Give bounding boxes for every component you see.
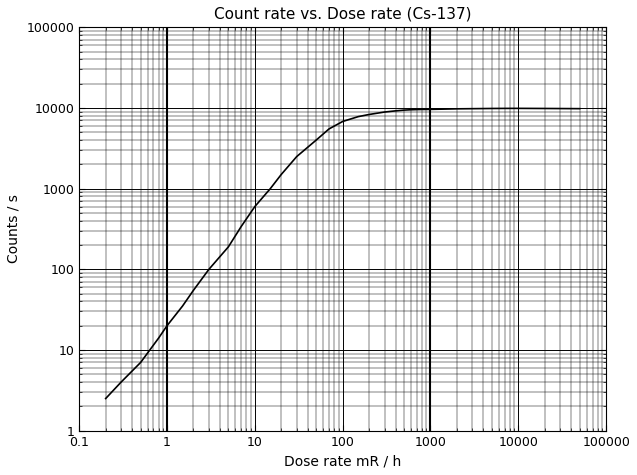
X-axis label: Dose rate mR / h: Dose rate mR / h [284,454,401,468]
Title: Count rate vs. Dose rate (Cs-137): Count rate vs. Dose rate (Cs-137) [214,7,471,22]
Y-axis label: Counts / s: Counts / s [7,195,21,264]
